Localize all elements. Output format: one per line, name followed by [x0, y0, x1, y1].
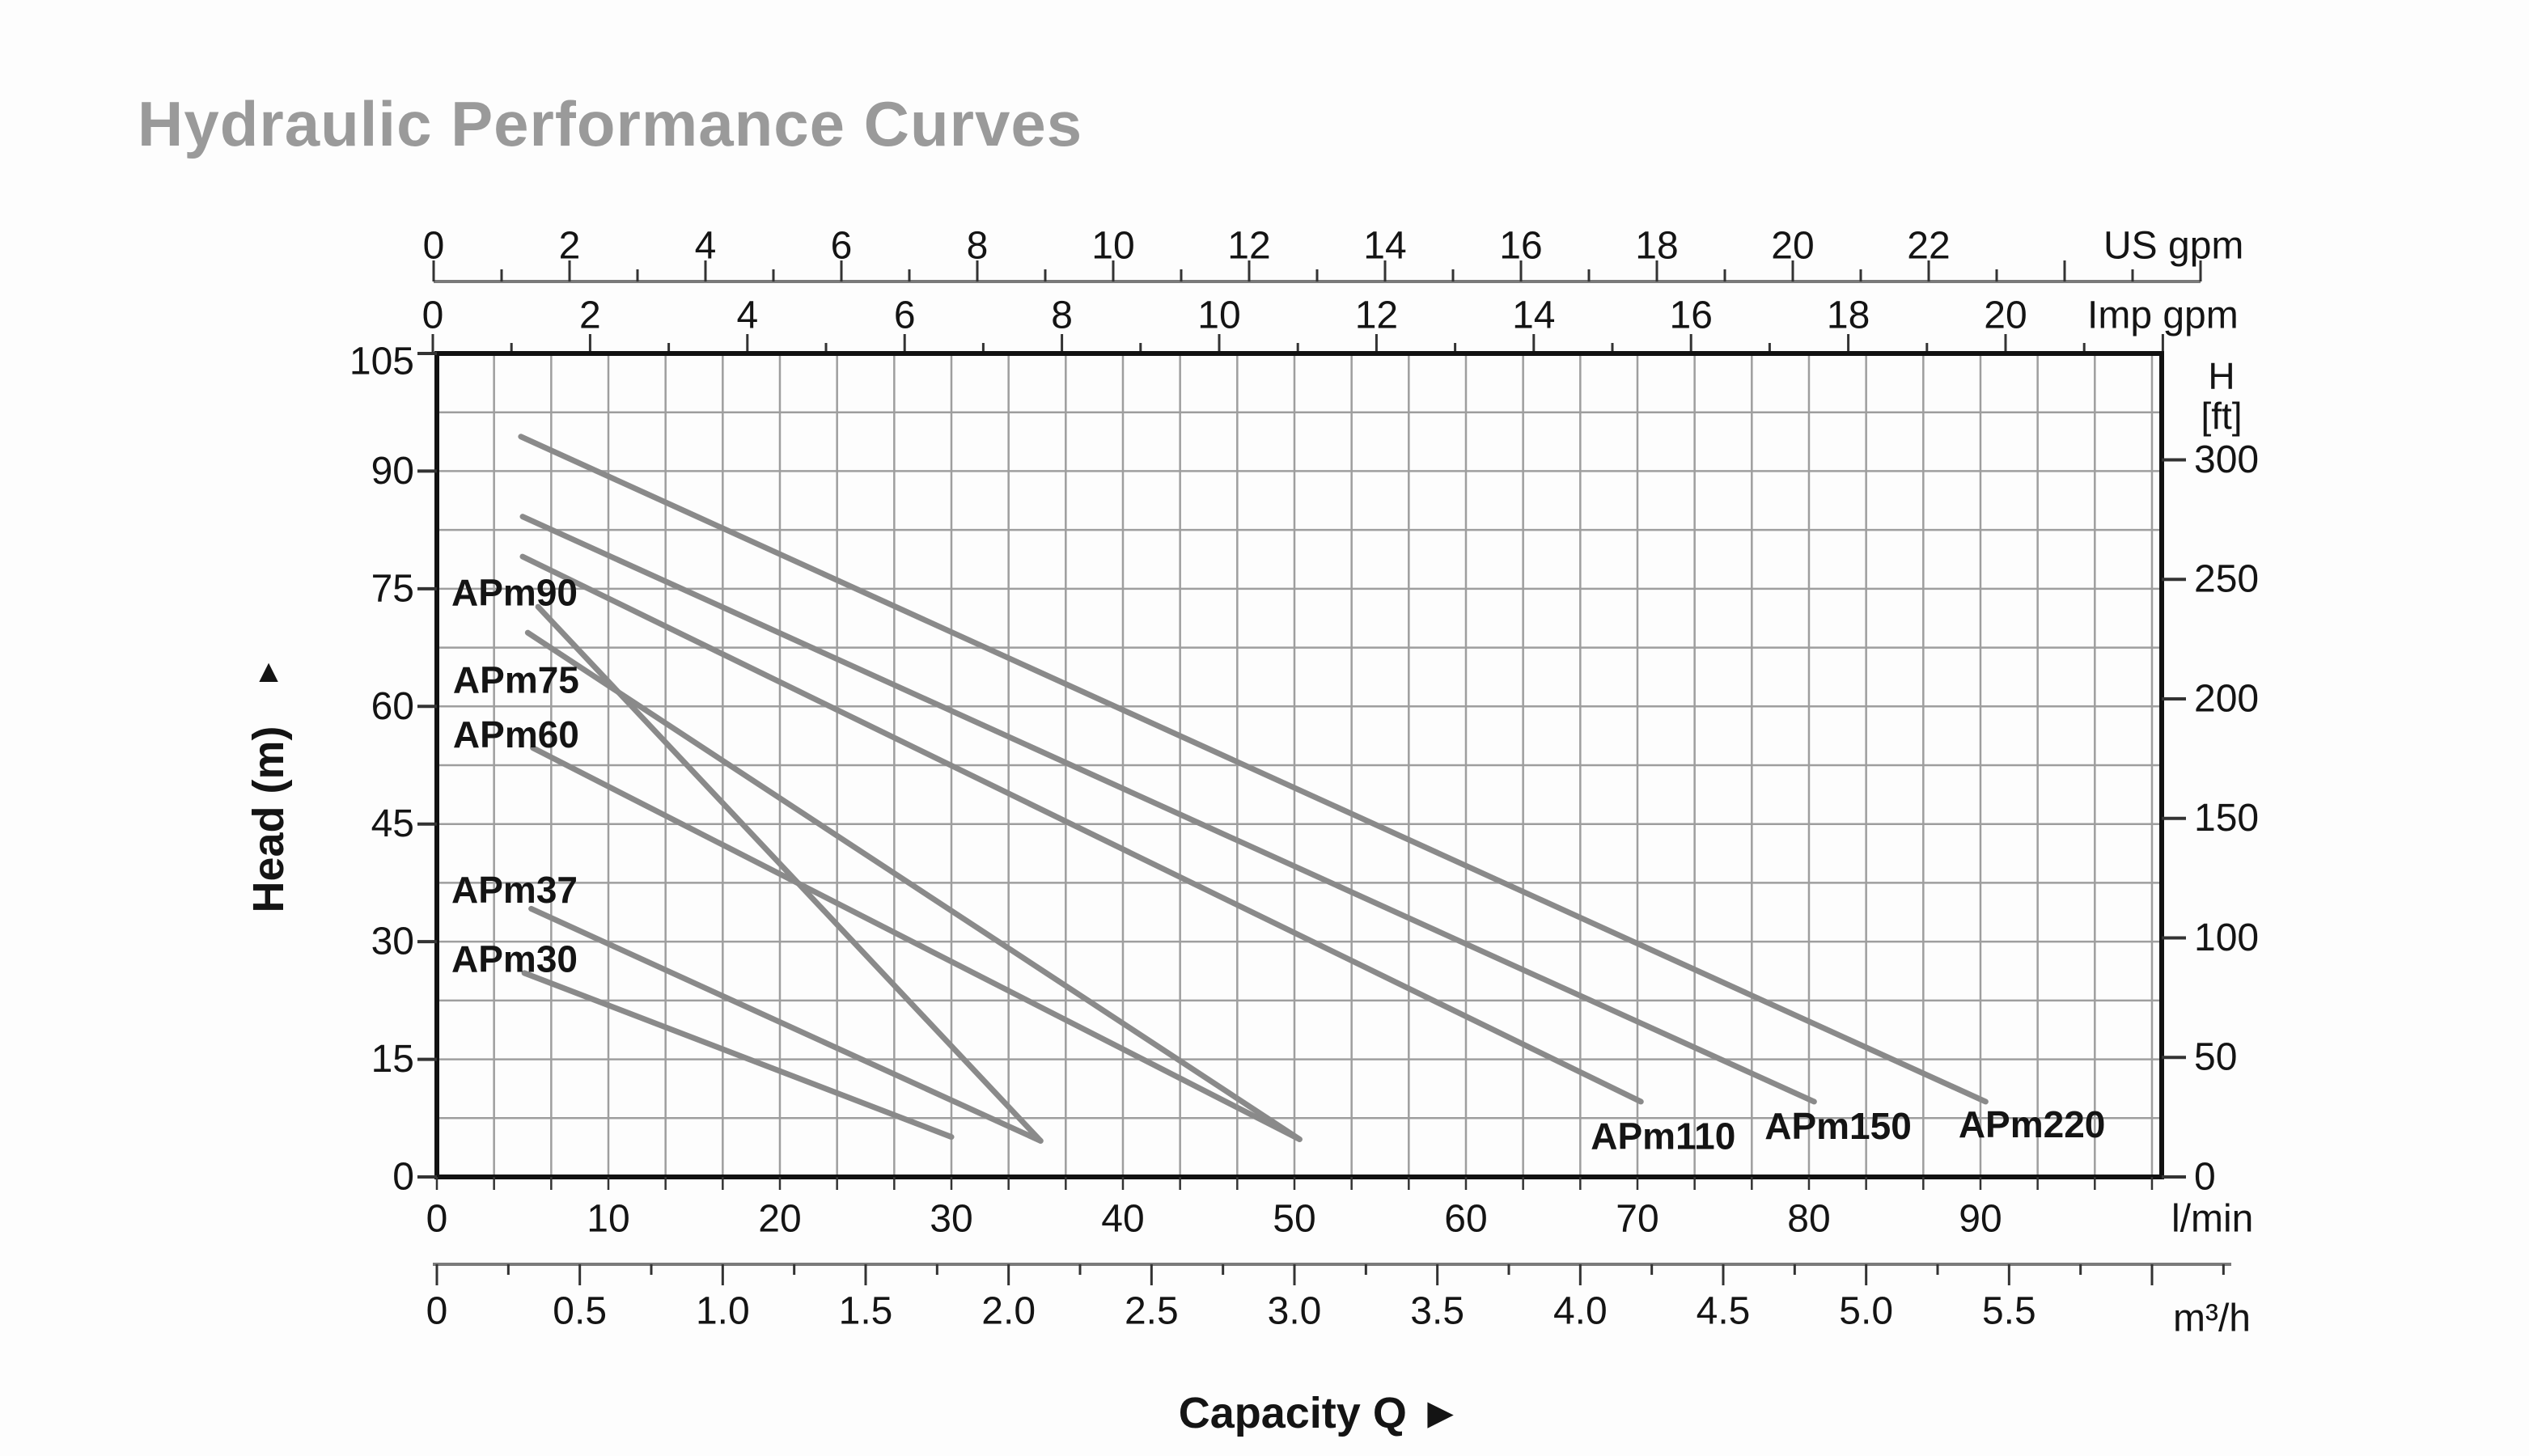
m3h-axis-unit: m³/h	[2173, 1297, 2251, 1340]
us-gpm-axis-unit: US gpm	[2103, 225, 2243, 268]
imp-gpm-tick-label: 18	[1827, 294, 1870, 337]
curve-label-APm60: APm60	[453, 713, 579, 756]
us-gpm-tick-label: 12	[1227, 225, 1270, 268]
us-gpm-tick-label: 0	[423, 225, 445, 268]
m3h-tick-label: 2.5	[1125, 1290, 1179, 1333]
m3h-tick-label: 1.0	[696, 1290, 750, 1333]
m3h-tick-label: 3.5	[1410, 1290, 1464, 1333]
head-m-tick-label: 105	[349, 341, 414, 383]
plot-border	[434, 351, 2164, 1179]
imp-gpm-tick-label: 0	[422, 294, 444, 337]
curve-label-APm30: APm30	[451, 938, 578, 980]
page-title: Hydraulic Performance Curves	[138, 88, 1083, 159]
pump-curve-APm110	[519, 553, 1644, 1105]
m3h-tick-label: 3.0	[1268, 1290, 1322, 1333]
pump-curve-APm220	[518, 434, 1989, 1105]
lmin-tick-label: 30	[930, 1198, 972, 1241]
curve-label-APm75: APm75	[453, 658, 579, 700]
us-gpm-tick-label: 10	[1091, 225, 1134, 268]
us-gpm-tick-label: 18	[1635, 225, 1678, 268]
m3h-tick-label: 4.5	[1697, 1290, 1751, 1333]
pump-curve-APm30	[521, 970, 955, 1141]
head-m-tick-label: 30	[371, 921, 414, 963]
ft-axis-unit-line1: H	[2208, 355, 2235, 397]
curve-label-APm110: APm110	[1591, 1115, 1735, 1158]
head-ft-tick-label: 100	[2194, 916, 2259, 959]
lmin-tick-label: 70	[1616, 1198, 1658, 1241]
y-axis-title: Head (m)	[244, 726, 293, 912]
imp-gpm-axis-unit: Imp gpm	[2087, 294, 2239, 337]
imp-gpm-tick-label: 20	[1984, 294, 2027, 337]
pump-curve-APm60	[530, 745, 1303, 1142]
m3h-tick-label: 4.0	[1553, 1290, 1608, 1333]
lmin-axis-unit: l/min	[2171, 1198, 2253, 1241]
imp-gpm-tick-label: 10	[1197, 294, 1240, 337]
m3h-tick-label: 0	[426, 1290, 448, 1333]
pump-curve-APm37	[528, 905, 1044, 1144]
lmin-tick-label: 80	[1787, 1198, 1830, 1241]
head-m-tick-label: 90	[371, 450, 414, 493]
m3h-tick-label: 2.0	[981, 1290, 1036, 1333]
us-gpm-tick-label: 20	[1771, 225, 1814, 268]
us-gpm-tick-label: 4	[695, 225, 717, 268]
head-ft-tick-label: 200	[2194, 677, 2259, 720]
us-gpm-tick-label: 22	[1907, 225, 1950, 268]
head-ft-tick-label: 250	[2194, 558, 2259, 601]
imp-gpm-tick-label: 14	[1512, 294, 1555, 337]
head-m-tick-label: 75	[371, 567, 414, 610]
head-ft-tick-label: 300	[2194, 438, 2259, 481]
imp-gpm-tick-label: 4	[736, 294, 758, 337]
us-gpm-tick-label: 16	[1499, 225, 1542, 268]
lmin-tick-label: 50	[1273, 1198, 1315, 1241]
ft-axis-unit-line2: [ft]	[2201, 395, 2242, 437]
head-m-tick-label: 60	[371, 685, 414, 728]
curve-label-APm90: APm90	[451, 572, 578, 614]
head-ft-tick-label: 0	[2194, 1156, 2216, 1199]
lmin-tick-label: 20	[758, 1198, 801, 1241]
m3h-tick-label: 1.5	[839, 1290, 893, 1333]
us-gpm-tick-label: 8	[967, 225, 989, 268]
curve-label-APm37: APm37	[451, 869, 578, 911]
y-axis-arrow-icon: ▲	[252, 654, 285, 689]
head-ft-tick-label: 50	[2194, 1036, 2237, 1079]
lmin-tick-label: 10	[587, 1198, 629, 1241]
curve-label-APm220: APm220	[1959, 1103, 2106, 1145]
us-gpm-tick-label: 6	[831, 225, 853, 268]
m3h-tick-label: 5.5	[1982, 1290, 2036, 1333]
curve-label-APm150: APm150	[1764, 1105, 1912, 1147]
lmin-tick-label: 0	[426, 1198, 448, 1241]
m3h-tick-label: 0.5	[553, 1290, 607, 1333]
imp-gpm-tick-label: 6	[894, 294, 916, 337]
us-gpm-tick-label: 14	[1363, 225, 1406, 268]
pump-curve-APm150	[519, 514, 1817, 1105]
head-m-tick-label: 45	[371, 802, 414, 845]
head-m-tick-label: 0	[392, 1156, 414, 1199]
m3h-tick-label: 5.0	[1839, 1290, 1893, 1333]
x-axis-title: Capacity Q ►	[1179, 1389, 1463, 1437]
us-gpm-tick-label: 2	[559, 225, 581, 268]
imp-gpm-tick-label: 16	[1670, 294, 1713, 337]
lmin-tick-label: 90	[1959, 1198, 2002, 1241]
imp-gpm-tick-label: 12	[1355, 294, 1398, 337]
lmin-tick-label: 40	[1101, 1198, 1144, 1241]
head-m-tick-label: 15	[371, 1038, 414, 1081]
pump-curve-APm75	[524, 629, 1303, 1142]
imp-gpm-tick-label: 2	[579, 294, 601, 337]
imp-gpm-tick-label: 8	[1051, 294, 1073, 337]
lmin-tick-label: 60	[1444, 1198, 1487, 1241]
head-ft-tick-label: 150	[2194, 797, 2259, 840]
